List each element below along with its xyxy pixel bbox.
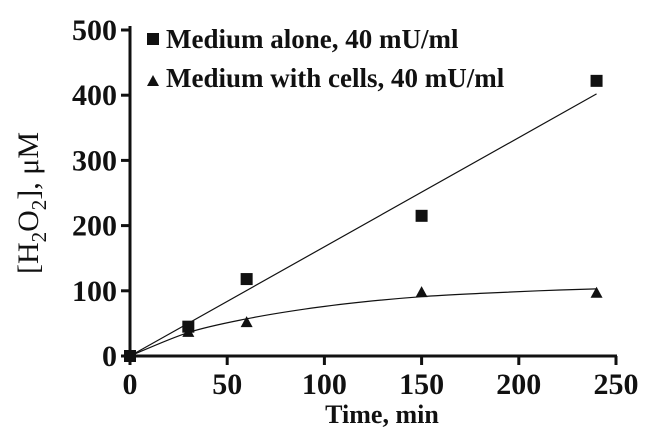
y-tick-label: 200 [72, 210, 117, 243]
ticks: 0 50 100 150 200 250 0 100 200 300 400 500 [72, 14, 639, 401]
y-tick-label: 100 [72, 275, 117, 308]
fit-line-square [129, 93, 597, 357]
data-point-triangle [415, 286, 428, 298]
legend-marker-square [147, 33, 159, 45]
legend: Medium alone, 40 mU/ml Medium with cells… [147, 24, 505, 93]
axes [128, 26, 617, 358]
x-axis-title: Time, min [325, 400, 439, 429]
data-point-triangle [590, 286, 603, 298]
x-tick-label: 0 [123, 368, 138, 401]
x-tick-label: 50 [212, 368, 242, 401]
legend-label-medium-alone: Medium alone, 40 mU/ml [166, 24, 459, 54]
fit-line-triangle [129, 288, 597, 357]
data-point-square [240, 273, 253, 286]
data-point-triangle [240, 316, 253, 328]
data-point-triangle [124, 350, 136, 361]
x-tick-label: 250 [594, 368, 639, 401]
y-tick-label: 0 [102, 340, 117, 373]
data-point-square [415, 209, 428, 222]
y-axis-title: [H2O2], μM [12, 132, 51, 274]
x-tick-label: 100 [302, 368, 347, 401]
y-tick-label: 400 [72, 79, 117, 112]
legend-marker-triangle [147, 75, 159, 86]
legend-label-medium-with-cells: Medium with cells, 40 mU/ml [166, 63, 505, 93]
x-tick-label: 200 [496, 368, 541, 401]
y-tick-label: 500 [72, 14, 117, 47]
fit-lines [129, 93, 597, 357]
data-points [124, 74, 603, 362]
data-point-triangle [182, 325, 195, 337]
y-tick-label: 300 [72, 144, 117, 177]
data-point-square [590, 74, 603, 87]
x-tick-label: 150 [399, 368, 444, 401]
